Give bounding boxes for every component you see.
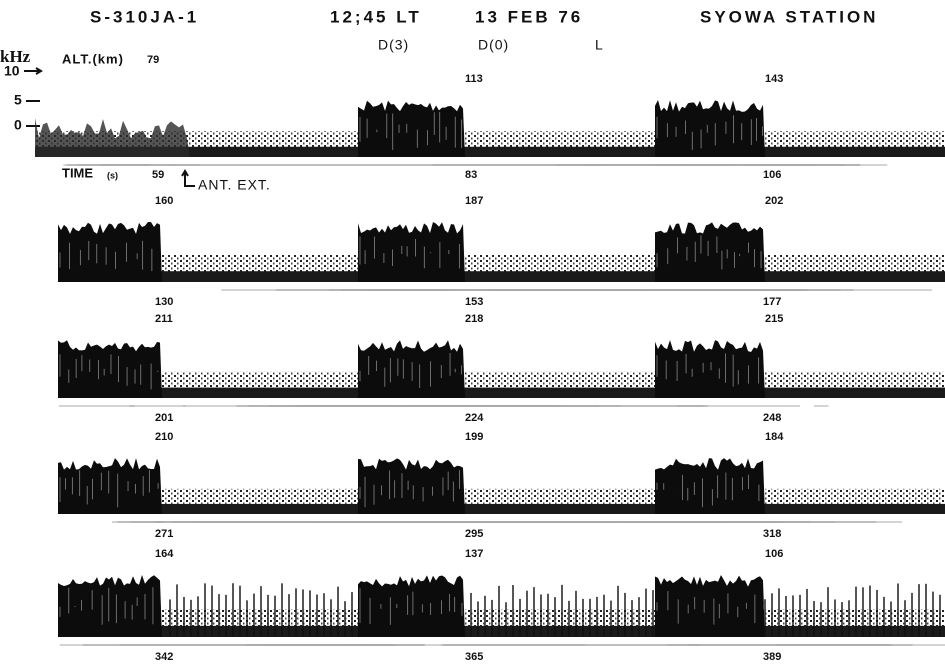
alt-label: ALT.(km) [62,51,124,66]
date: 13 FEB 76 [475,7,583,26]
spectrum-block [358,575,465,637]
altitude-label: 218 [465,313,483,325]
spectrum-block [58,340,162,398]
altitude-label: 79 [147,54,159,66]
spectrum-floor [58,388,945,398]
altitude-label: 210 [155,431,173,443]
mode-label: D(0) [478,37,509,53]
time-label: 106 [763,169,781,181]
altitude-label: 202 [765,195,783,207]
spectrum-block [35,118,190,157]
spectrum-block [58,222,162,282]
time-label: 83 [465,169,477,181]
altitude-label: 211 [155,313,173,325]
spectrum-floor [58,271,945,282]
time-label: 248 [763,412,781,424]
altitude-label: 184 [765,431,784,443]
tick-arrows [24,68,41,126]
time-label: 153 [465,296,483,308]
annotation: ANT. EXT. [198,177,271,193]
spectrum-block [358,101,465,157]
freq-tick: 0 [14,117,22,133]
altitude-label: 187 [465,195,483,207]
time-label: 59 [152,169,164,181]
altitude-label: 106 [765,548,783,560]
freq-tick: 10 [4,63,20,79]
freq-tick: 5 [14,92,22,108]
time-label: 271 [155,528,173,540]
altitude-label: 137 [465,548,483,560]
altitude-label: 199 [465,431,483,443]
time-label: 201 [155,412,173,424]
time-label: 177 [763,296,781,308]
time-label: 318 [763,528,781,540]
time-label: 342 [155,651,173,663]
figure: S-310JA-1 12;45 LT 13 FEB 76 SYOWA STATI… [0,0,945,664]
spectrum-block [358,340,465,398]
altitude-label: 143 [765,73,783,85]
time-label: 295 [465,528,483,540]
spectrum-block [655,575,765,637]
time-label: 130 [155,296,173,308]
time-label: 389 [763,651,781,663]
rocket-id: S-310JA-1 [90,7,199,26]
altitude-label: 215 [765,313,783,325]
spectrum-block [58,575,162,637]
mode-label: L [595,37,604,53]
local-time: 12;45 LT [330,7,422,26]
time-label: 224 [465,412,484,424]
time-label: 365 [465,651,483,663]
time-unit: (s) [107,170,118,180]
station: SYOWA STATION [700,7,878,26]
mode-label: D(3) [378,37,409,53]
ant-ext-marker [182,171,195,186]
altitude-label: 113 [465,73,483,85]
altitude-label: 164 [155,548,174,560]
spectrum-floor [58,504,945,514]
spectrum-block [655,100,765,157]
spectrum-block [58,458,162,514]
time-label: TIME [62,165,93,180]
altitude-label: 160 [155,195,173,207]
